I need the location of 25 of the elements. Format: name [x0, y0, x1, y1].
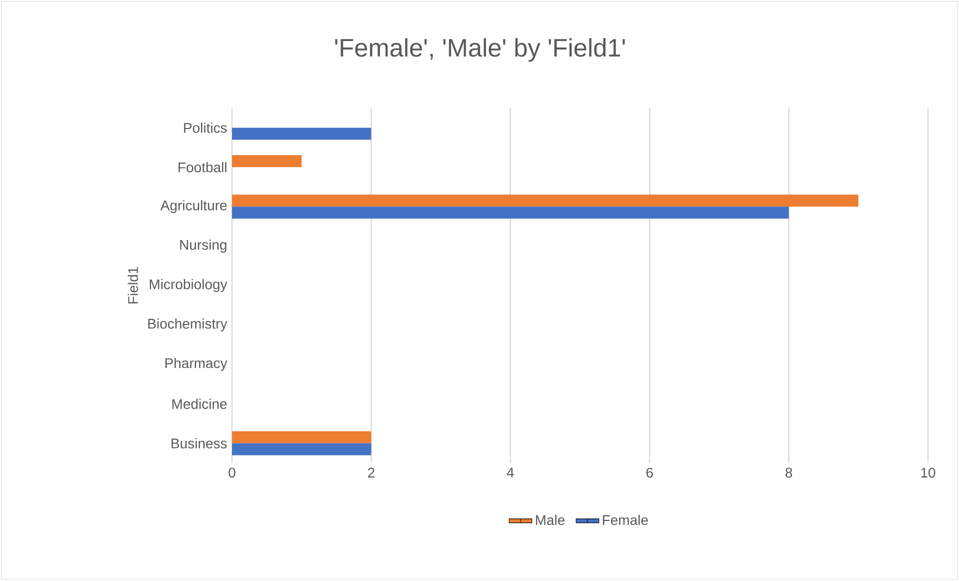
y-tick-label: Pharmacy	[165, 358, 228, 371]
y-tick-label: Medicine	[172, 398, 227, 409]
y-tick-label: Business	[172, 438, 227, 448]
y-tick-label: Agriculture	[160, 200, 227, 214]
legend-label: Female	[602, 514, 648, 526]
y-tick-label: Football	[178, 162, 226, 172]
y-axis-title: Field1	[128, 267, 138, 304]
bar	[232, 431, 372, 444]
bar	[232, 194, 858, 207]
bar	[232, 128, 372, 140]
y-tick-label: Microbiology	[150, 278, 228, 292]
x-tick-label: 0	[228, 468, 236, 478]
bar	[232, 206, 789, 219]
x-tick-label: 4	[506, 468, 514, 478]
chart-title: 'Female', 'Male' by 'Field1'	[335, 38, 625, 62]
y-tick-label: Biochemistry	[148, 318, 228, 332]
bar	[232, 155, 302, 168]
y-tick-label: Nursing	[180, 240, 226, 253]
x-tick-label: 2	[368, 468, 374, 478]
x-tick-label: 10	[921, 468, 936, 478]
legend-label: Male	[536, 514, 565, 526]
x-tick-label: 8	[786, 468, 792, 478]
y-tick-label: Politics	[184, 122, 227, 133]
x-tick-label: 6	[646, 468, 653, 478]
bar	[232, 443, 372, 456]
